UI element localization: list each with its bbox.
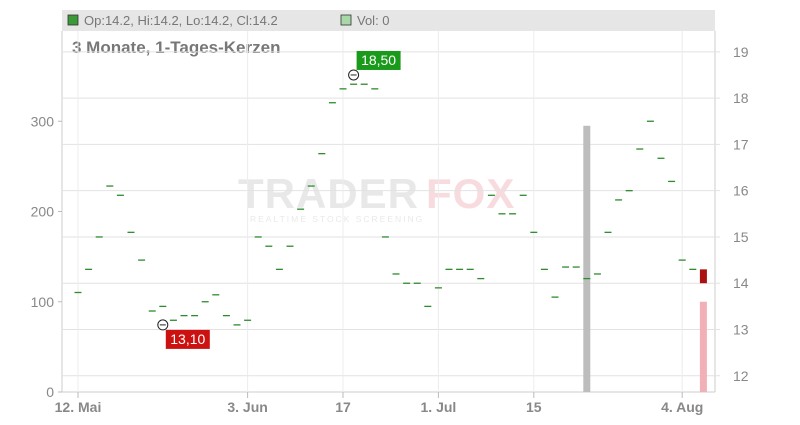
volume-tick-label: 300 [31, 113, 55, 129]
price-tick-label: 18 [733, 90, 749, 106]
time-tick-label: 17 [335, 399, 351, 415]
watermark-tagline: REALTIME STOCK SCREENING [250, 214, 424, 224]
volume-tick-label: 200 [31, 204, 55, 220]
volume-tick-label: 100 [31, 294, 55, 310]
time-tick-label: 3. Jun [227, 399, 267, 415]
time-tick-label: 4. Aug [661, 399, 703, 415]
volume-legend-text: Vol: 0 [357, 13, 390, 28]
extreme-marker-box [165, 329, 210, 349]
chart-title: 3 Monate, 1-Tages-Kerzen [72, 38, 280, 57]
volume-bar [583, 125, 591, 392]
price-tick-label: 16 [733, 183, 749, 199]
price-tick-label: 12 [733, 368, 749, 384]
candles [74, 83, 707, 326]
volume-tick-label: 0 [46, 384, 54, 400]
volume-bar [699, 301, 707, 392]
price-tick-label: 13 [733, 322, 749, 338]
price-tick-label: 19 [733, 44, 749, 60]
ohlc-legend-text: Op:14.2, Hi:14.2, Lo:14.2, Cl:14.2 [84, 13, 278, 28]
extreme-marker-box [356, 50, 401, 70]
time-tick-label: 15 [526, 399, 542, 415]
extreme-marker-label: 13,10 [170, 331, 205, 347]
grid-lines [58, 31, 720, 398]
candle-last [699, 269, 707, 284]
watermark-logo: TRADER FOX REALTIME STOCK SCREENING [238, 170, 515, 224]
ohlc-legend-swatch [67, 14, 79, 26]
extreme-markers: 18,50 13,10 [157, 50, 401, 349]
price-tick-label: 17 [733, 136, 749, 152]
watermark-brand-left: TRADER [238, 170, 419, 217]
extreme-marker-label: 18,50 [361, 52, 396, 68]
header-bar [62, 10, 715, 31]
price-tick-label: 14 [733, 275, 749, 291]
watermark-brand-right: FOX [426, 170, 515, 217]
price-tick-label: 15 [733, 229, 749, 245]
time-tick-label: 1. Jul [421, 399, 457, 415]
volume-legend-swatch [340, 14, 352, 26]
axes: 12 13 14 15 16 17 18 19 0 100 200 300 12. Mai 3. Jun 1… [31, 44, 749, 415]
time-tick-label: 12. Mai [55, 399, 102, 415]
volume-bars [583, 125, 707, 392]
